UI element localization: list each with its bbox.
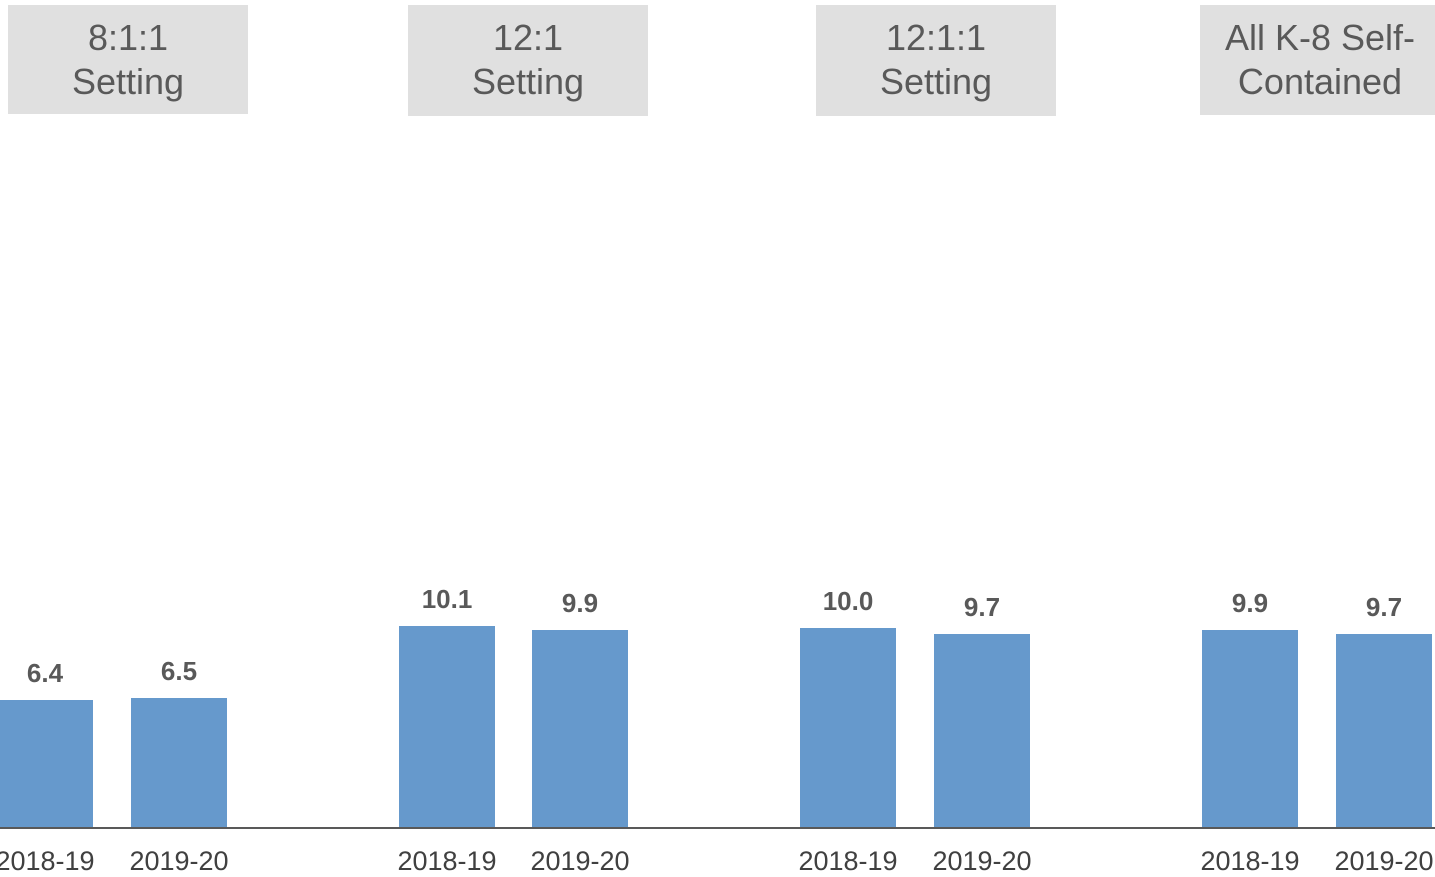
bar-value-label: 9.9: [562, 588, 598, 618]
x-tick-label: 2019-20: [129, 846, 228, 876]
x-tick-label: 2018-19: [1200, 846, 1299, 876]
group-header-label: Contained: [1238, 61, 1402, 102]
bar-value-label: 10.1: [422, 584, 473, 614]
bar: [0, 700, 93, 828]
x-tick-label: 2019-20: [530, 846, 629, 876]
group-header-box: [8, 5, 248, 114]
x-tick-label: 2019-20: [932, 846, 1031, 876]
group-header-box: [816, 5, 1056, 116]
group-header-label: Setting: [472, 61, 584, 102]
group-header-label: 12:1: [493, 17, 563, 58]
x-tick-label: 2018-19: [0, 846, 95, 876]
bars-layer: [0, 626, 1432, 828]
bar: [800, 628, 896, 828]
bar-value-label: 6.4: [27, 658, 64, 688]
x-tick-labels-layer: 2018-19 2019-20 2018-19 2019-20 2018-19 2019-…: [0, 846, 1434, 876]
bar: [532, 630, 628, 828]
bar: [131, 698, 227, 828]
group-headers-layer: 8:1:1Setting12:1Setting12:1:1SettingAll …: [8, 5, 1435, 116]
bar-value-label: 9.9: [1232, 588, 1268, 618]
bar-value-label: 9.7: [964, 592, 1000, 622]
x-tick-label: 2018-19: [798, 846, 897, 876]
value-labels-layer: 6.4 6.5 10.1 9.9 10.0 9.7 9.9 9.7: [27, 584, 1402, 688]
group-header-label: 8:1:1: [88, 17, 168, 58]
group-header-label: Setting: [880, 61, 992, 102]
group-header-label: All K-8 Self-: [1225, 17, 1415, 58]
bar: [399, 626, 495, 828]
x-tick-label: 2019-20: [1334, 846, 1433, 876]
group-header-label: 12:1:1: [886, 17, 986, 58]
group-header-box: [408, 5, 648, 116]
group-header-label: Setting: [72, 61, 184, 102]
bar: [1336, 634, 1432, 828]
x-tick-label: 2018-19: [397, 846, 496, 876]
bar-value-label: 6.5: [161, 656, 197, 686]
group-header-box: [1200, 5, 1435, 115]
bar-value-label: 9.7: [1366, 592, 1402, 622]
bar: [1202, 630, 1298, 828]
bar: [934, 634, 1030, 828]
bar-value-label: 10.0: [823, 586, 874, 616]
